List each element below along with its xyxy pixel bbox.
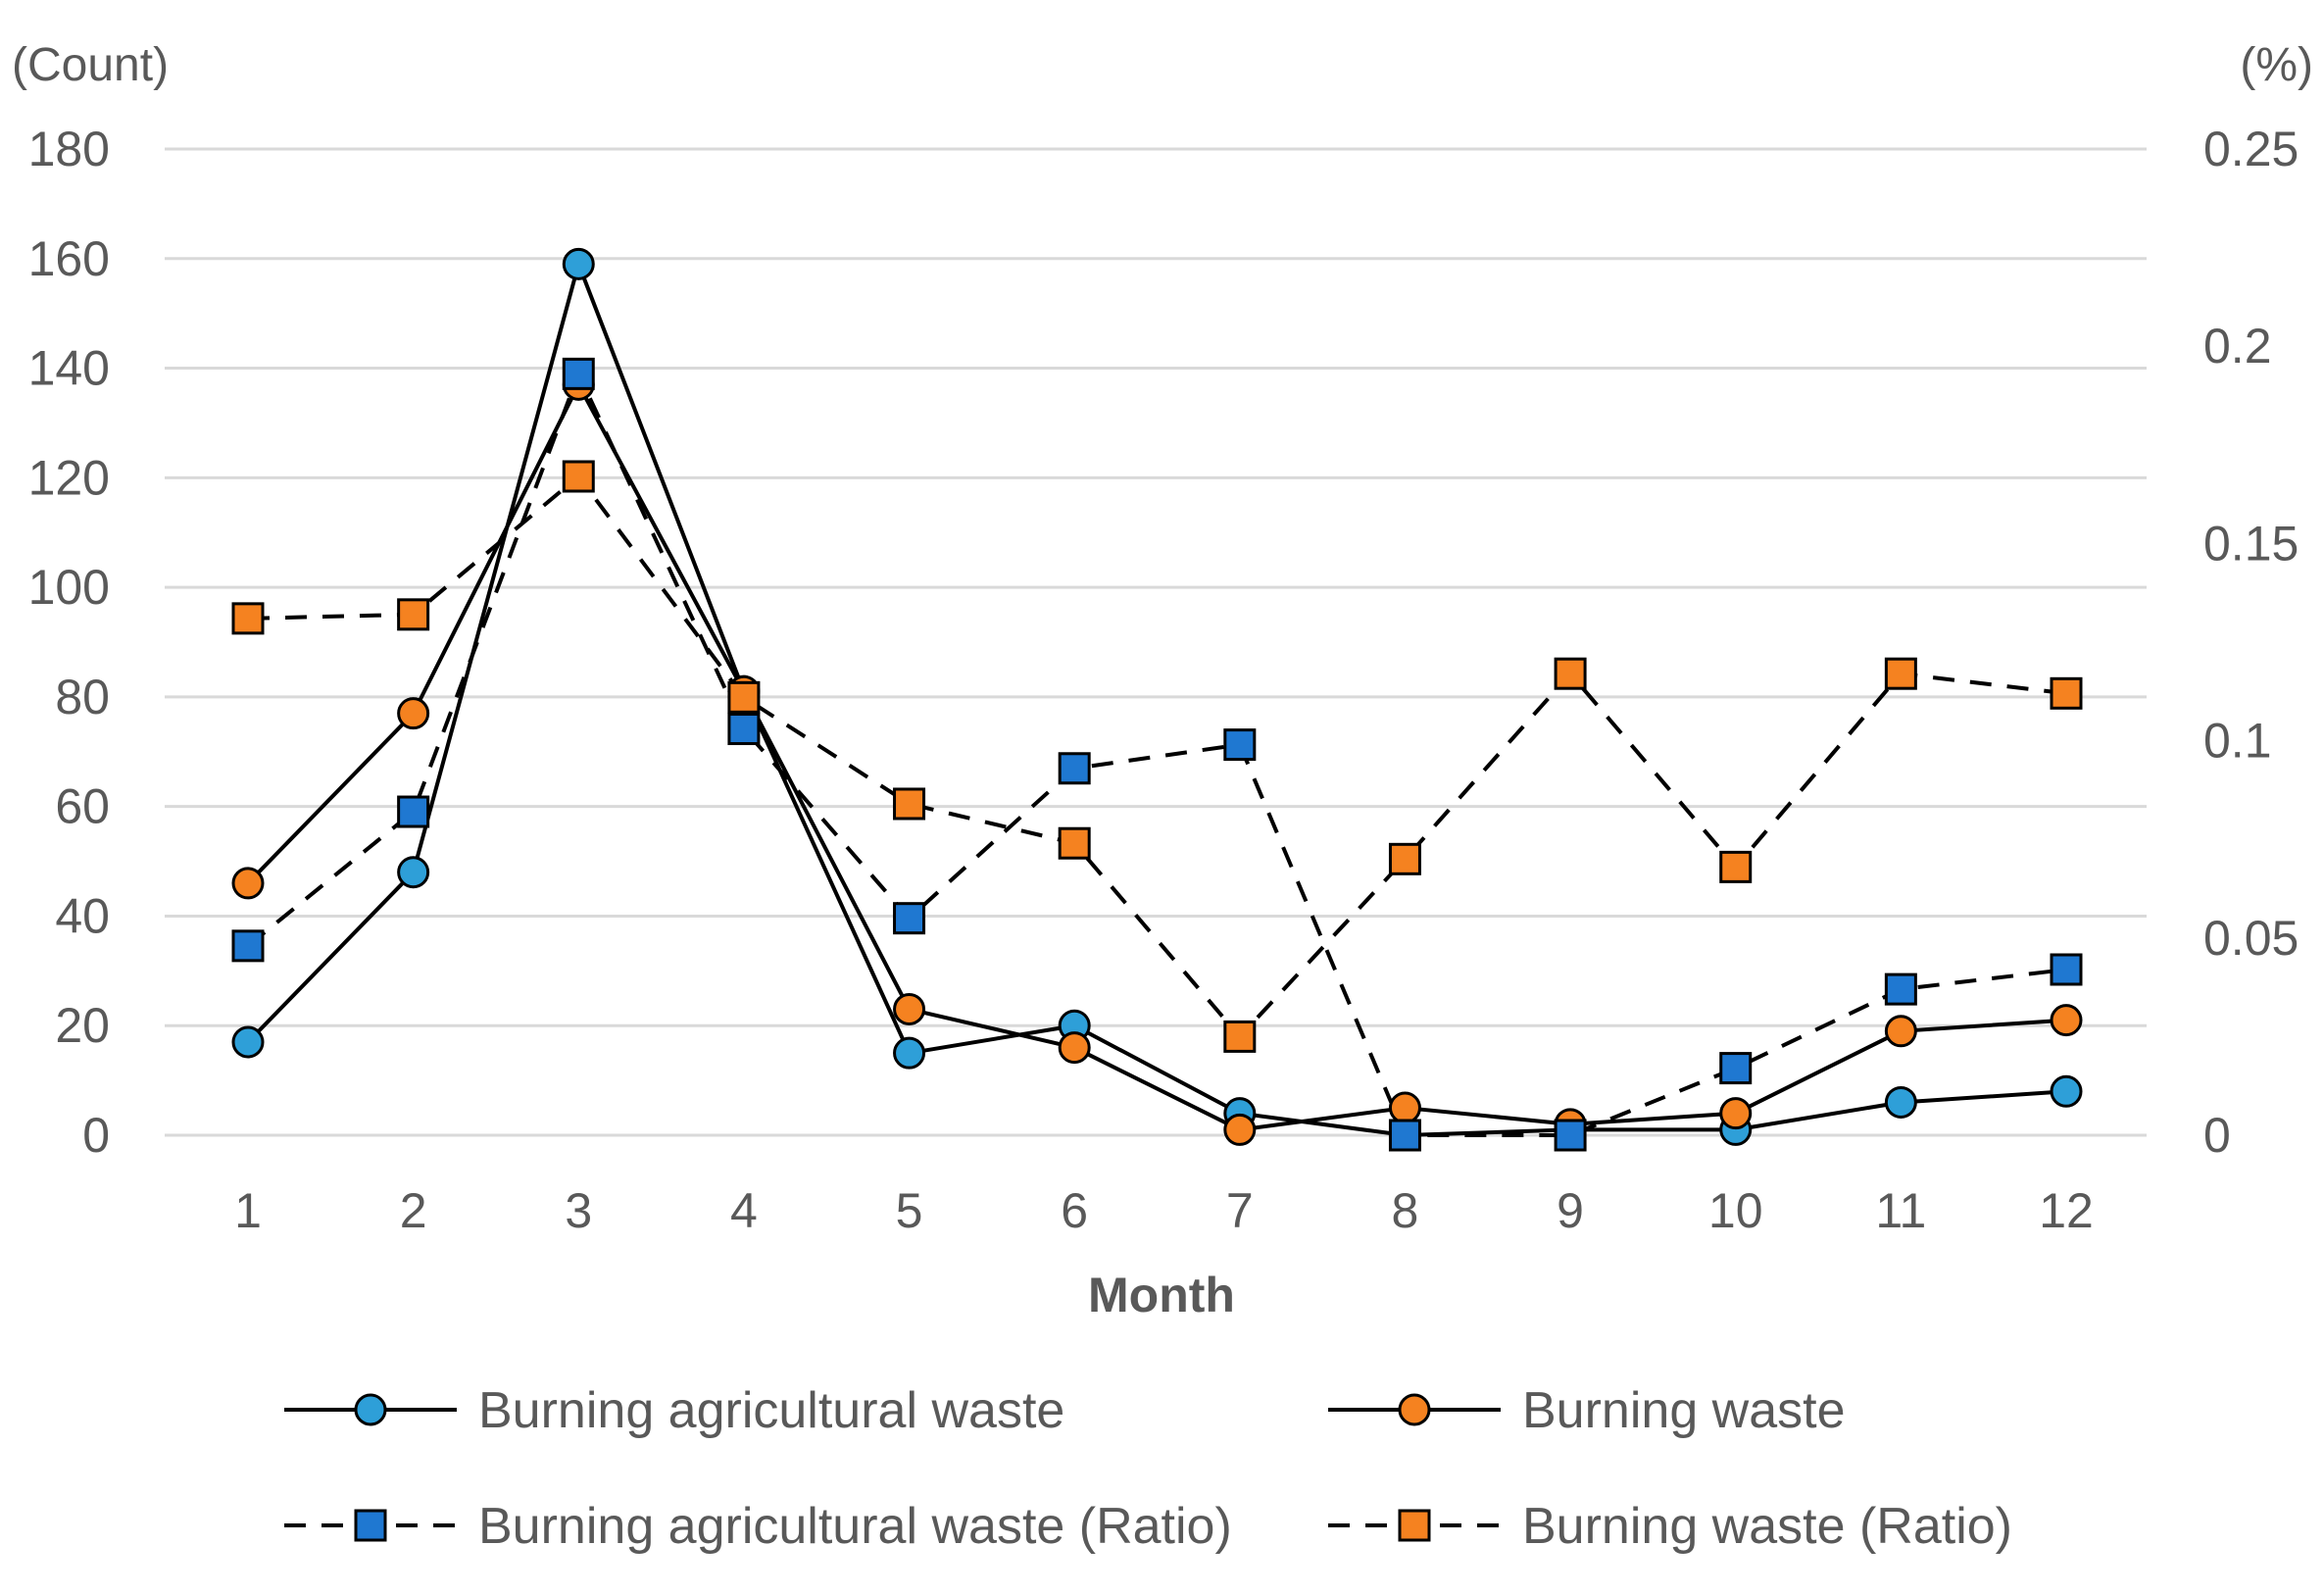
- data-point-burning-waste-ratio: [727, 680, 761, 714]
- data-point-burning-waste: [1388, 1091, 1421, 1124]
- data-point-burning-agricultural-waste: [2050, 1074, 2083, 1108]
- data-point-burning-waste: [2050, 1004, 2083, 1037]
- right-axis-tick-label: 0.2: [2203, 319, 2272, 374]
- series-line-burning-waste: [246, 382, 2067, 1132]
- x-axis-tick-label: 3: [565, 1183, 592, 1238]
- data-point-burning-agricultural-waste-ratio: [231, 929, 265, 963]
- x-axis-tick-label: 8: [1392, 1183, 1419, 1238]
- data-point-burning-agricultural-waste: [231, 1025, 265, 1059]
- gridlines: [165, 147, 2147, 1137]
- x-axis-tick-label: 12: [2039, 1183, 2094, 1238]
- left-axis-tick-label: 120: [28, 450, 110, 505]
- left-axis-tick-label: 60: [55, 779, 110, 834]
- data-point-burning-agricultural-waste-ratio: [1719, 1052, 1753, 1085]
- data-point-burning-agricultural-waste-ratio: [397, 795, 430, 828]
- left-axis-tick-label: 100: [28, 560, 110, 615]
- data-point-burning-agricultural-waste-ratio: [1554, 1119, 1587, 1152]
- legend-label-burning-waste: Burning waste: [1522, 1382, 1846, 1439]
- left-axis-tick-label: 180: [28, 122, 110, 176]
- data-point-burning-agricultural-waste: [562, 247, 595, 280]
- legend-marker-burning-agricultural-waste-ratio: [354, 1509, 387, 1542]
- x-axis-tick-label: 1: [234, 1183, 262, 1238]
- left-axis-tick-label: 160: [28, 231, 110, 286]
- legend-marker-burning-waste-ratio: [1398, 1509, 1431, 1542]
- data-point-burning-waste: [1719, 1097, 1753, 1130]
- right-axis-tick-label: 0.15: [2203, 516, 2299, 571]
- legend-label-burning-agricultural-waste: Burning agricultural waste: [478, 1382, 1064, 1439]
- right-axis-unit-label: (%): [2240, 39, 2313, 91]
- data-point-burning-waste: [893, 992, 926, 1025]
- x-axis-tick-label: 11: [1875, 1183, 1926, 1238]
- data-point-burning-waste-ratio: [562, 460, 595, 493]
- data-point-burning-waste: [397, 697, 430, 730]
- x-axis-title: Month: [1088, 1268, 1235, 1322]
- data-point-burning-waste-ratio: [1719, 850, 1753, 883]
- x-axis-tick-label: 9: [1557, 1183, 1584, 1238]
- data-point-burning-agricultural-waste-ratio: [1058, 752, 1091, 785]
- x-axis-tick-label: 4: [730, 1183, 758, 1238]
- data-point-burning-waste-ratio: [2050, 676, 2083, 710]
- legend-label-burning-agricultural-waste-ratio: Burning agricultural waste (Ratio): [478, 1498, 1232, 1555]
- x-axis-tick-label: 7: [1226, 1183, 1254, 1238]
- right-axis-tick-label: 0: [2203, 1108, 2231, 1163]
- x-axis-tick-label: 5: [896, 1183, 923, 1238]
- right-axis-ticks: 0 0.05 0.1 0.15 0.2 0.25: [2203, 122, 2299, 1163]
- left-axis-ticks: 0 20 40 60 80 100 120 140 160 180: [28, 122, 110, 1163]
- series-line-burning-agricultural-waste-ratio: [246, 372, 2067, 1137]
- data-point-burning-waste-ratio: [1058, 826, 1091, 860]
- data-point-burning-agricultural-waste-ratio: [1223, 728, 1257, 762]
- left-axis-unit-label: (Count): [12, 39, 169, 91]
- data-point-burning-agricultural-waste: [397, 856, 430, 889]
- legend-marker-burning-waste: [1398, 1393, 1431, 1426]
- x-axis-tick-label: 2: [400, 1183, 427, 1238]
- left-axis-tick-label: 80: [55, 670, 110, 724]
- data-point-burning-waste-ratio: [397, 598, 430, 631]
- data-point-burning-waste-ratio: [1884, 657, 1917, 690]
- data-point-burning-agricultural-waste-ratio: [727, 713, 761, 746]
- data-point-burning-waste-ratio: [1388, 842, 1421, 875]
- data-point-burning-agricultural-waste: [893, 1036, 926, 1070]
- data-point-burning-waste-ratio: [1554, 657, 1587, 690]
- series-markers: [231, 247, 2083, 1152]
- data-point-burning-agricultural-waste-ratio: [562, 357, 595, 390]
- data-point-burning-agricultural-waste-ratio: [893, 902, 926, 935]
- data-point-burning-waste-ratio: [893, 787, 926, 821]
- data-point-burning-agricultural-waste-ratio: [2050, 953, 2083, 986]
- data-point-burning-waste: [1058, 1031, 1091, 1065]
- data-point-burning-agricultural-waste-ratio: [1884, 972, 1917, 1006]
- data-point-burning-waste: [1223, 1113, 1257, 1146]
- data-point-burning-agricultural-waste: [1884, 1085, 1917, 1119]
- legend-marker-burning-agricultural-waste: [354, 1393, 387, 1426]
- data-point-burning-waste: [1884, 1015, 1917, 1048]
- series-line-burning-waste-ratio: [247, 474, 2067, 1039]
- x-axis-tick-label: 10: [1708, 1183, 1763, 1238]
- data-point-burning-agricultural-waste-ratio: [1388, 1119, 1421, 1152]
- left-axis-tick-label: 40: [55, 888, 110, 943]
- left-axis-tick-label: 140: [28, 341, 110, 396]
- data-point-burning-waste-ratio: [1223, 1020, 1257, 1053]
- right-axis-tick-label: 0.05: [2203, 911, 2299, 966]
- legend: Burning agricultural waste Burning waste B…: [284, 1382, 2012, 1555]
- left-axis-tick-label: 20: [55, 998, 110, 1053]
- data-point-burning-waste-ratio: [231, 602, 265, 635]
- x-axis-tick-label: 6: [1061, 1183, 1088, 1238]
- left-axis-tick-label: 0: [82, 1108, 110, 1163]
- right-axis-tick-label: 0.25: [2203, 122, 2299, 176]
- right-axis-tick-label: 0.1: [2203, 714, 2272, 769]
- x-axis-ticks: 1 2 3 4 5 6 7 8 9 10 11 12: [234, 1183, 2094, 1238]
- legend-label-burning-waste-ratio: Burning waste (Ratio): [1522, 1498, 2012, 1555]
- series-line-burning-agricultural-waste: [246, 262, 2067, 1137]
- series-lines: [246, 262, 2067, 1137]
- data-point-burning-waste: [231, 867, 265, 900]
